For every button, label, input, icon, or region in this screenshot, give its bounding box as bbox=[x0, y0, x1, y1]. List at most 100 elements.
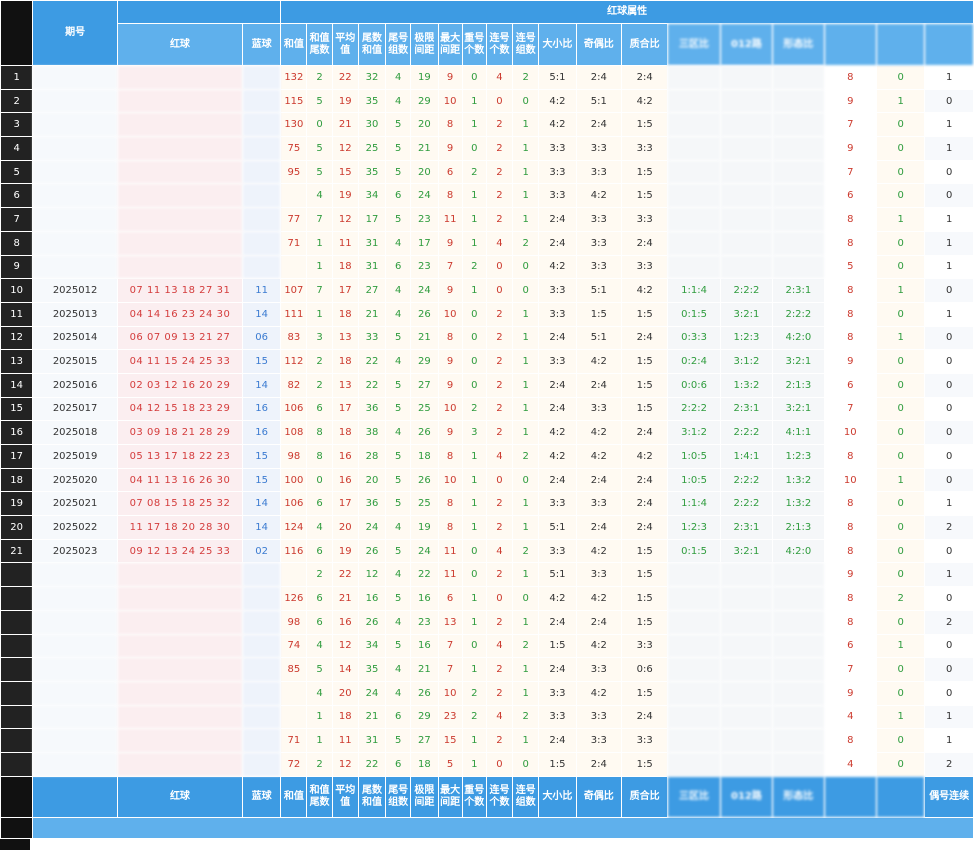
consec-groups-cell: 2 bbox=[512, 230, 540, 256]
sum-cell: 72 bbox=[280, 751, 308, 777]
consec-cell: 2 bbox=[485, 136, 514, 161]
parity-link-cell: 1 bbox=[924, 728, 974, 753]
sum-cell: 95 bbox=[280, 159, 308, 185]
red-balls-cell bbox=[116, 728, 243, 753]
tail-sum-header: 尾数和值 bbox=[357, 23, 387, 66]
zone-ratio-cell: 0:2:4 bbox=[667, 349, 721, 374]
tail-groups-cell: 5 bbox=[385, 444, 412, 469]
repeat-cell: 2 bbox=[461, 159, 487, 185]
span-cell: 18 bbox=[410, 444, 439, 469]
acv-cell: 6 bbox=[306, 538, 333, 564]
table-row: 71 1 11 31 5 27 15 1 2 1 2:4 3:3 3:3 8 0 1 bbox=[0, 728, 974, 753]
blue-ball-header: 蓝球 bbox=[241, 23, 282, 66]
foot-extra-1 bbox=[823, 775, 878, 818]
period-cell bbox=[32, 680, 118, 706]
sum-cell: 71 bbox=[280, 230, 308, 256]
road012-cell bbox=[719, 88, 774, 114]
red-balls-cell bbox=[116, 704, 243, 730]
table-row: 14 2025016 02 03 12 16 20 29 14 82 2 13 22 5 27 9 0… bbox=[0, 372, 974, 398]
avg-header: 平均值 bbox=[331, 23, 359, 66]
odd-even-cell: 3:3 bbox=[575, 728, 622, 753]
parity-link-cell: 2 bbox=[924, 515, 974, 540]
zone-ratio-header: 三区比 bbox=[667, 23, 721, 66]
blue-ball-cell bbox=[241, 728, 282, 753]
sum-cell: 106 bbox=[280, 491, 308, 517]
red-balls-cell bbox=[116, 65, 243, 90]
span-cell: 16 bbox=[410, 586, 439, 611]
repeat-cell: 0 bbox=[461, 372, 487, 398]
row-index: 13 bbox=[0, 349, 34, 374]
sum-cell: 107 bbox=[280, 278, 308, 303]
zone-ratio-cell bbox=[667, 609, 721, 635]
table-row: 98 6 16 26 4 23 13 1 2 1 2:4 2:4 1:5 8 0 2 bbox=[0, 609, 974, 635]
period-cell bbox=[32, 112, 118, 138]
span-cell: 17 bbox=[410, 230, 439, 256]
row-index: 3 bbox=[0, 112, 34, 138]
period-cell: 2025018 bbox=[32, 420, 118, 445]
repeat-cell: 1 bbox=[461, 444, 487, 469]
big-small-cell: 3:3 bbox=[538, 538, 577, 564]
big-small-cell: 3:3 bbox=[538, 183, 577, 209]
blue-ball-cell: 15 bbox=[241, 349, 282, 374]
extra-cell-1: 4 bbox=[823, 704, 878, 730]
parity-link-cell: 1 bbox=[924, 65, 974, 90]
extra-cell-2: 1 bbox=[875, 704, 926, 730]
row-index: 18 bbox=[0, 467, 34, 493]
avg-cell: 15 bbox=[331, 159, 359, 185]
max-gap-cell: 6 bbox=[437, 586, 463, 611]
repeat-cell: 0 bbox=[461, 325, 487, 351]
repeat-cell: 1 bbox=[461, 230, 487, 256]
period-cell: 2025014 bbox=[32, 325, 118, 351]
avg-cell: 19 bbox=[331, 183, 359, 209]
max-gap-cell: 7 bbox=[437, 254, 463, 280]
span-cell: 26 bbox=[410, 467, 439, 493]
prime-cell: 1:5 bbox=[620, 586, 669, 611]
road012-cell bbox=[719, 728, 774, 753]
acv-cell: 1 bbox=[306, 230, 333, 256]
table-row: 85 5 14 35 4 21 7 1 2 1 2:4 3:3 0:6 7 0 0 bbox=[0, 657, 974, 682]
avg-cell: 18 bbox=[331, 254, 359, 280]
blue-ball-cell: 15 bbox=[241, 467, 282, 493]
span-cell: 26 bbox=[410, 420, 439, 445]
period-cell: 2025012 bbox=[32, 278, 118, 303]
red-balls-cell bbox=[116, 586, 243, 611]
red-balls-cell bbox=[116, 159, 243, 185]
tail-sum-cell: 35 bbox=[357, 88, 387, 114]
shape-ratio-cell bbox=[772, 159, 825, 185]
acv-cell: 5 bbox=[306, 657, 333, 682]
road012-cell bbox=[719, 207, 774, 232]
extra-cell-2: 0 bbox=[875, 349, 926, 374]
parity-link-cell: 0 bbox=[924, 586, 974, 611]
parity-link-cell: 1 bbox=[924, 207, 974, 232]
odd-even-cell: 3:3 bbox=[575, 657, 622, 682]
tail-groups-cell: 5 bbox=[385, 633, 412, 659]
parity-link-cell: 1 bbox=[924, 112, 974, 138]
parity-link-cell: 0 bbox=[924, 372, 974, 398]
red-balls-cell: 06 07 09 13 21 27 bbox=[116, 325, 243, 351]
max-gap-cell: 8 bbox=[437, 444, 463, 469]
red-balls-cell: 07 11 13 18 27 31 bbox=[116, 278, 243, 303]
odd-even-cell: 3:3 bbox=[575, 230, 622, 256]
zone-ratio-cell: 2:2:2 bbox=[667, 396, 721, 422]
foot-bar bbox=[32, 816, 974, 839]
period-cell: 2025020 bbox=[32, 467, 118, 493]
zone-ratio-cell bbox=[667, 183, 721, 209]
max-gap-cell: 8 bbox=[437, 112, 463, 138]
consec-cell: 4 bbox=[485, 230, 514, 256]
max-gap-cell: 11 bbox=[437, 562, 463, 588]
consec-cell: 2 bbox=[485, 420, 514, 445]
consec-groups-cell: 2 bbox=[512, 65, 540, 90]
acv-cell: 6 bbox=[306, 586, 333, 611]
table-row: 3 130 0 21 30 5 20 8 1 2 1 4:2 2:4 1:5 7 0 1 bbox=[0, 112, 974, 138]
tail-groups-cell: 4 bbox=[385, 301, 412, 327]
sum-cell: 71 bbox=[280, 728, 308, 753]
repeat-cell: 2 bbox=[461, 680, 487, 706]
big-small-cell: 2:4 bbox=[538, 207, 577, 232]
shape-ratio-header: 形态比 bbox=[772, 23, 825, 66]
tail-sum-cell: 26 bbox=[357, 609, 387, 635]
consec-cell: 2 bbox=[485, 159, 514, 185]
repeat-cell: 0 bbox=[461, 538, 487, 564]
odd-even-header: 奇偶比 bbox=[575, 23, 622, 66]
repeat-cell: 1 bbox=[461, 278, 487, 303]
shape-ratio-cell bbox=[772, 254, 825, 280]
